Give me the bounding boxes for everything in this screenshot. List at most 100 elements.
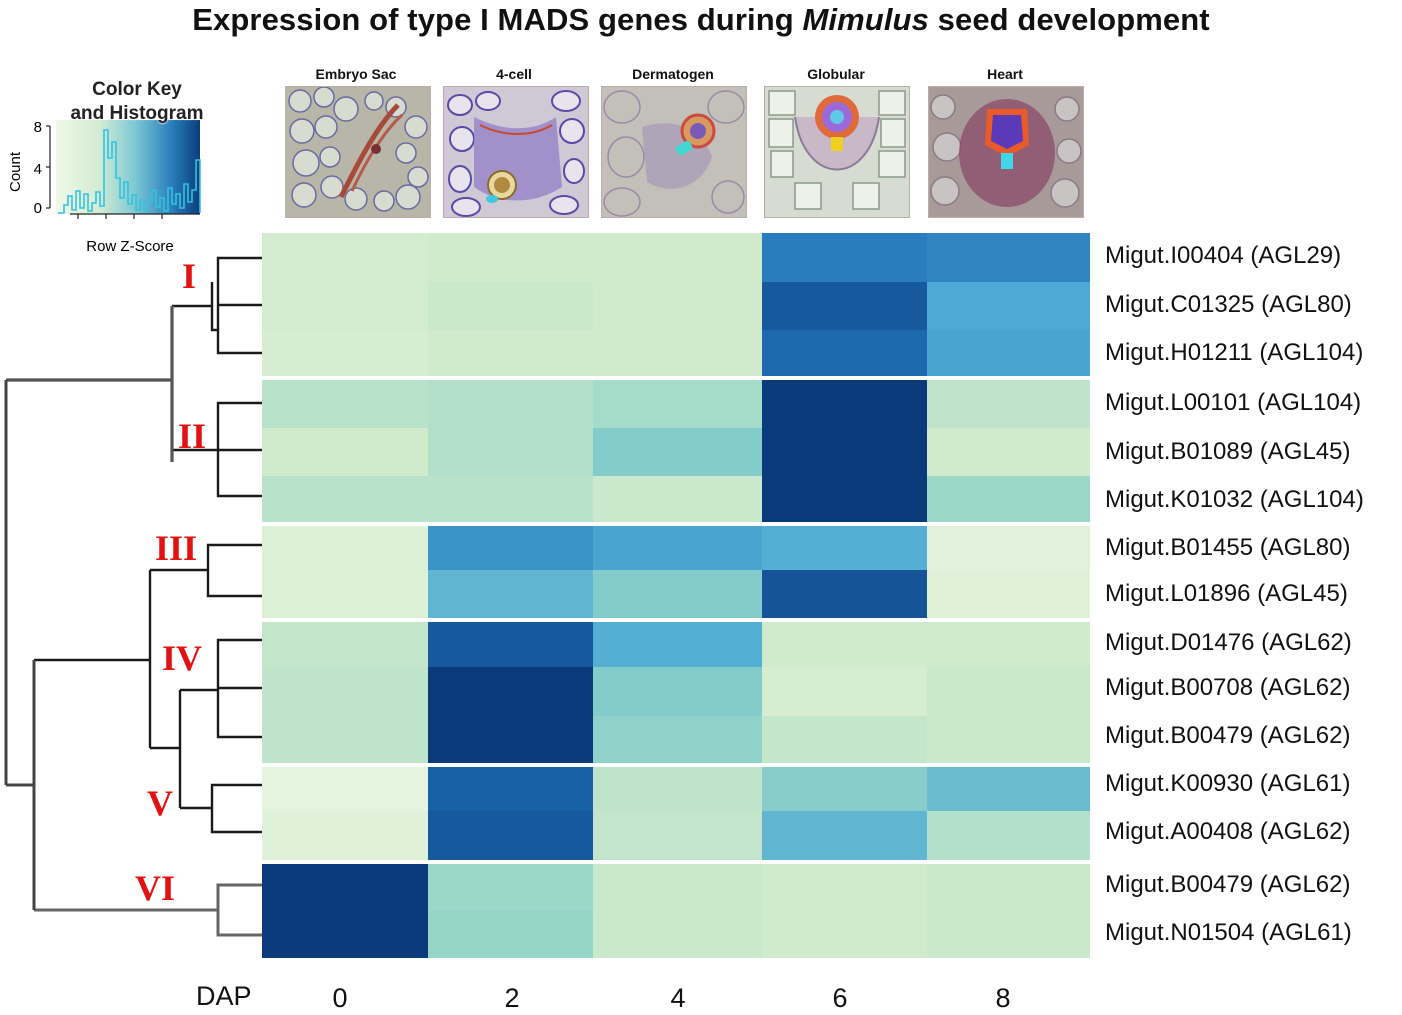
- clade-separator: [262, 376, 1090, 380]
- gene-label: Migut.I00404 (AGL29): [1105, 242, 1342, 269]
- heatmap-cells: [262, 233, 1090, 958]
- heatmap-cell-r2-c2: [593, 330, 762, 378]
- heatmap-cell-r9-c4: [927, 667, 1090, 716]
- heatmap-cell-r5-c0: [262, 476, 428, 524]
- gene-label: Migut.B01455 (AGL80): [1105, 534, 1351, 561]
- heatmap-cell-r4-c3: [762, 428, 927, 476]
- heatmap-cell-r9-c0: [262, 667, 428, 716]
- heatmap-cell-r8-c4: [927, 620, 1090, 667]
- heatmap-cell-r2-c0: [262, 330, 428, 378]
- color-key-xlabel: Row Z-Score: [86, 238, 174, 255]
- micrograph-4-cell: [443, 86, 589, 218]
- gene-label: Migut.B00479 (AGL62): [1105, 871, 1351, 898]
- gene-label: Migut.C01325 (AGL80): [1105, 291, 1352, 318]
- heatmap-cell-r8-c1: [428, 620, 593, 667]
- heatmap-cell-r3-c3: [762, 378, 927, 428]
- heatmap-cell-r10-c3: [762, 716, 927, 765]
- heatmap-cell-r2-c1: [428, 330, 593, 378]
- heatmap-cell-r14-c0: [262, 910, 428, 958]
- x-tick-label: 8: [995, 983, 1011, 1013]
- color-key-histogram: [58, 129, 201, 214]
- heatmap-cell-r4-c2: [593, 428, 762, 476]
- stage-label-embryo-sac: Embryo Sac: [315, 66, 397, 82]
- heatmap-cell-r13-c2: [593, 862, 762, 910]
- dendro-clade-II: [172, 401, 262, 498]
- clade-label-IV: IV: [162, 638, 203, 678]
- dendro-I-II-join: [6, 306, 174, 462]
- stage-label-4-cell: 4-cell: [496, 66, 532, 82]
- heatmap-cell-r1-c2: [593, 282, 762, 330]
- gene-label: Migut.B00479 (AGL62): [1105, 722, 1351, 749]
- x-tick-label: 2: [504, 983, 520, 1013]
- heatmap-cell-r2-c3: [762, 330, 927, 378]
- heatmap-cell-r9-c1: [428, 667, 593, 716]
- dendro-clade-I: [172, 256, 262, 355]
- heatmap-cell-r12-c3: [762, 811, 927, 862]
- heatmap-cell-r1-c1: [428, 282, 593, 330]
- heatmap-cell-r5-c1: [428, 476, 593, 524]
- heatmap-cell-r9-c2: [593, 667, 762, 716]
- gene-label: Migut.K00930 (AGL61): [1105, 770, 1351, 797]
- heatmap-cell-r13-c4: [927, 862, 1090, 910]
- stage-label-heart: Heart: [987, 66, 1023, 82]
- heatmap-cell-r3-c2: [593, 378, 762, 428]
- heatmap-cell-r0-c0: [262, 233, 428, 282]
- heatmap-cell-r6-c3: [762, 524, 927, 570]
- heatmap-cell-r4-c4: [927, 428, 1090, 476]
- gene-label: Migut.K01032 (AGL104): [1105, 486, 1364, 513]
- heatmap-cell-r7-c4: [927, 570, 1090, 620]
- heatmap-cell-r1-c0: [262, 282, 428, 330]
- dendrogram: [4, 256, 262, 937]
- color-key-title-line2: and Histogram: [70, 103, 204, 124]
- gene-label: Migut.L00101 (AGL104): [1105, 389, 1362, 416]
- heatmap-cell-r8-c2: [593, 620, 762, 667]
- clade-label-V: V: [147, 783, 173, 823]
- heatmap-cell-r5-c4: [927, 476, 1090, 524]
- heatmap-cell-r6-c1: [428, 524, 593, 570]
- heatmap-cell-r6-c4: [927, 524, 1090, 570]
- stage-label-globular: Globular: [807, 66, 865, 82]
- clade-label-III: III: [155, 528, 198, 568]
- heatmap-cell-r12-c1: [428, 811, 593, 862]
- clade-separator: [262, 522, 1090, 526]
- heatmap-cell-r2-c4: [927, 330, 1090, 378]
- clade-label-II: II: [178, 416, 207, 456]
- micrograph-embryo-sac: [285, 86, 431, 218]
- gene-label: Migut.L01896 (AGL45): [1105, 580, 1348, 607]
- micrograph-dermatogen: [601, 86, 747, 218]
- heatmap-cell-r7-c0: [262, 570, 428, 620]
- heatmap-cell-r14-c3: [762, 910, 927, 958]
- heatmap-cell-r0-c4: [927, 233, 1090, 282]
- heatmap-cell-r0-c3: [762, 233, 927, 282]
- color-key-ytick-8: 8: [34, 119, 42, 136]
- heatmap-cell-r4-c0: [262, 428, 428, 476]
- heatmap-cell-r11-c3: [762, 765, 927, 811]
- gene-label: Migut.N01504 (AGL61): [1105, 919, 1352, 946]
- color-key-title: Color Key and Histogram: [52, 78, 222, 126]
- heatmap-cell-r0-c2: [593, 233, 762, 282]
- heatmap-cell-r10-c0: [262, 716, 428, 765]
- heatmap-cell-r0-c1: [428, 233, 593, 282]
- heatmap-cell-r11-c1: [428, 765, 593, 811]
- dendro-IV-V-join: [34, 570, 182, 808]
- heatmap-cell-r14-c1: [428, 910, 593, 958]
- x-tick-label: 4: [670, 983, 686, 1013]
- gene-label: Migut.H01211 (AGL104): [1105, 339, 1364, 366]
- clade-label-I: I: [182, 256, 197, 296]
- heatmap-cell-r5-c3: [762, 476, 927, 524]
- heatmap-cell-r11-c4: [927, 765, 1090, 811]
- dendro-root: [4, 380, 36, 910]
- heatmap-cell-r13-c0: [262, 862, 428, 910]
- heatmap-cell-r11-c2: [593, 765, 762, 811]
- heatmap-cell-r12-c4: [927, 811, 1090, 862]
- heatmap-cell-r8-c0: [262, 620, 428, 667]
- x-tick-label: 6: [832, 983, 848, 1013]
- title-suffix: seed development: [928, 2, 1210, 37]
- stage-label-dermatogen: Dermatogen: [632, 66, 714, 82]
- heatmap-cell-r11-c0: [262, 765, 428, 811]
- heatmap-cell-r10-c2: [593, 716, 762, 765]
- color-key-ytick-4: 4: [34, 161, 42, 178]
- clade-separator: [262, 763, 1090, 767]
- heatmap-cell-r6-c2: [593, 524, 762, 570]
